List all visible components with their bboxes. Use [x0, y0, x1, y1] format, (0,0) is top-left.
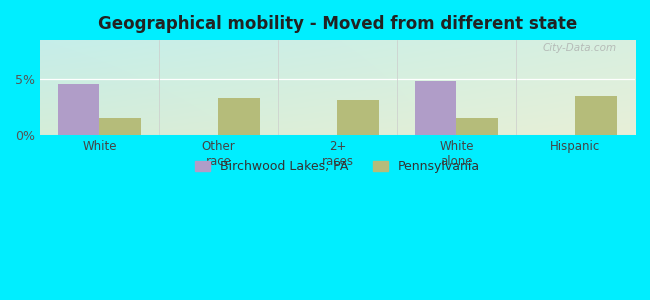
Title: Geographical mobility - Moved from different state: Geographical mobility - Moved from diffe…: [98, 15, 577, 33]
Legend: Birchwood Lakes, PA, Pennsylvania: Birchwood Lakes, PA, Pennsylvania: [190, 155, 485, 178]
Bar: [456, 118, 498, 135]
Text: City-Data.com: City-Data.com: [543, 43, 617, 53]
Bar: [99, 118, 141, 135]
Bar: [337, 100, 379, 135]
Bar: [218, 98, 260, 135]
Bar: [58, 84, 99, 135]
Bar: [415, 82, 456, 135]
Bar: [575, 96, 617, 135]
